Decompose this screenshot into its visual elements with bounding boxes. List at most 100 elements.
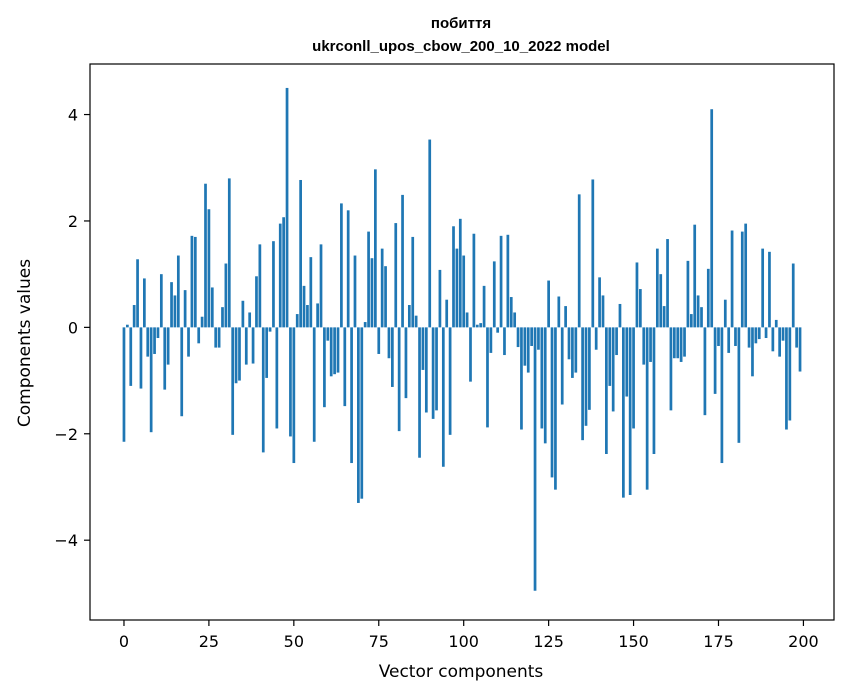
bar	[173, 295, 177, 328]
bar	[482, 285, 486, 328]
bar	[611, 327, 615, 412]
y-tick-label: −2	[54, 425, 78, 444]
x-tick-label: 175	[703, 632, 734, 651]
bar	[581, 327, 584, 441]
bar	[679, 327, 683, 362]
x-tick-label: 50	[284, 632, 304, 651]
bar	[197, 327, 201, 344]
bar	[292, 327, 296, 464]
bar	[475, 324, 479, 328]
bar	[649, 327, 652, 362]
bar	[306, 305, 309, 328]
plot-frame	[89, 63, 835, 621]
bar	[516, 327, 520, 348]
bar	[737, 327, 741, 443]
bar	[319, 244, 323, 328]
bar	[370, 258, 374, 328]
bar	[615, 327, 618, 356]
bar	[401, 194, 404, 328]
bar	[411, 236, 415, 328]
bar	[346, 210, 350, 328]
bar	[564, 306, 567, 328]
bar	[455, 248, 459, 328]
bar	[363, 322, 367, 328]
bar	[302, 285, 306, 328]
bar	[632, 327, 635, 429]
bar	[163, 327, 167, 390]
bar	[136, 259, 139, 328]
x-tick-label: 200	[788, 632, 819, 651]
bar	[190, 235, 194, 328]
bar	[645, 327, 649, 490]
bar	[424, 327, 428, 413]
bar	[567, 327, 571, 360]
bar	[207, 209, 211, 328]
y-tick-label: 4	[68, 106, 78, 125]
bar	[550, 327, 554, 478]
bar	[458, 218, 462, 328]
bar	[156, 327, 160, 339]
bar	[689, 314, 693, 328]
y-axis-label: Components values	[15, 259, 35, 427]
bar	[618, 303, 622, 328]
bar	[669, 327, 673, 411]
bar	[170, 282, 173, 328]
bar	[316, 303, 319, 328]
bar	[336, 327, 340, 373]
bar	[635, 262, 639, 328]
bar	[584, 327, 588, 426]
bar	[374, 169, 377, 328]
bar	[397, 327, 401, 432]
bar	[672, 327, 676, 359]
bar	[628, 327, 632, 495]
bar	[764, 327, 768, 339]
bar	[652, 327, 656, 454]
bar	[744, 223, 748, 328]
x-tick-label: 0	[119, 632, 129, 651]
bar	[357, 327, 360, 503]
bar	[380, 248, 384, 328]
bar	[343, 327, 347, 407]
bar	[234, 327, 238, 384]
bar	[642, 327, 646, 365]
bar	[350, 327, 353, 464]
bar	[295, 314, 299, 328]
bar	[340, 203, 343, 328]
bar	[605, 327, 608, 454]
bar	[126, 324, 129, 328]
bar	[666, 239, 669, 328]
x-tick-label: 125	[533, 632, 564, 651]
bar	[608, 327, 612, 386]
bar	[265, 327, 269, 378]
bar	[129, 327, 133, 386]
bar	[200, 316, 204, 328]
bar	[465, 312, 469, 328]
y-axis-ticks: −4 −2 0 2 4	[54, 106, 90, 550]
bar	[289, 327, 292, 437]
bar	[149, 327, 153, 433]
x-tick-label: 100	[448, 632, 479, 651]
bar	[740, 231, 744, 328]
bar	[221, 307, 224, 328]
bar	[543, 327, 547, 444]
bar	[231, 327, 235, 435]
bar	[703, 327, 707, 416]
bar	[384, 266, 387, 328]
bar	[537, 327, 540, 350]
bar	[795, 327, 798, 348]
bar	[727, 327, 731, 353]
bar	[159, 274, 163, 328]
bar	[540, 327, 544, 429]
bar	[227, 178, 231, 328]
bar	[377, 327, 381, 354]
bar	[431, 327, 435, 419]
bar	[533, 327, 537, 591]
bar	[309, 257, 313, 328]
bar	[166, 327, 170, 365]
bar	[662, 306, 666, 328]
bar	[710, 109, 714, 328]
bar	[387, 327, 391, 359]
bar	[594, 327, 598, 350]
bar	[183, 290, 187, 328]
bar	[445, 299, 449, 328]
